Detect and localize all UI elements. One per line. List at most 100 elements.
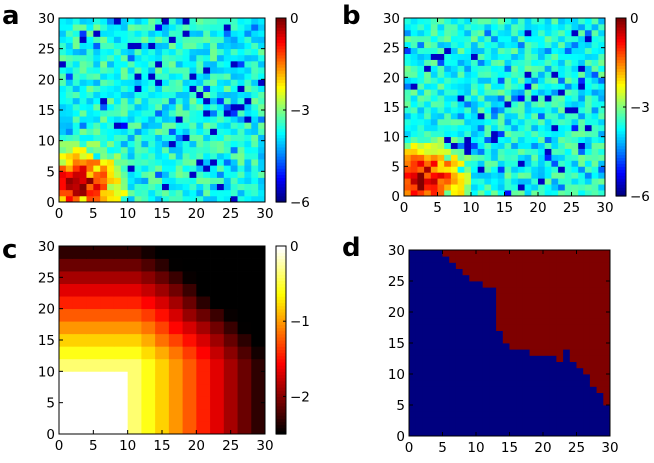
heatmap-cell xyxy=(603,324,611,331)
heatmap-cell xyxy=(449,398,457,406)
heatmap-cell xyxy=(93,171,101,178)
heatmap-cell xyxy=(430,107,438,114)
heatmap-cell xyxy=(435,268,443,276)
y-tick-label: 10 xyxy=(383,130,400,146)
heatmap-cell xyxy=(127,60,135,68)
heatmap-cell xyxy=(538,71,546,78)
heatmap-cell xyxy=(404,190,412,197)
heatmap-cell xyxy=(127,271,142,284)
heatmap-cell xyxy=(404,112,412,120)
heatmap-cell xyxy=(415,330,423,338)
heatmap-cell xyxy=(464,148,472,155)
heatmap-cell xyxy=(516,256,524,263)
colorbar-segment xyxy=(276,113,286,117)
heatmap-cell xyxy=(424,59,432,66)
heatmap-cell xyxy=(497,71,505,78)
heatmap-cell xyxy=(583,423,591,431)
heatmap-cell xyxy=(175,91,183,99)
heatmap-cell xyxy=(450,190,458,197)
heatmap-cell xyxy=(72,110,80,117)
heatmap-cell xyxy=(455,250,463,257)
heatmap-cell xyxy=(576,361,584,369)
heatmap-cell xyxy=(457,160,465,167)
heatmap-cell xyxy=(155,371,170,385)
heatmap-cell xyxy=(141,396,156,410)
heatmap-cell xyxy=(551,142,559,149)
heatmap-cell xyxy=(148,73,156,80)
heatmap-cell xyxy=(424,83,432,90)
heatmap-cell xyxy=(415,349,423,356)
heatmap-cell xyxy=(230,171,238,178)
heatmap-cell xyxy=(72,36,80,43)
colorbar-segment xyxy=(276,264,286,269)
heatmap-cell xyxy=(603,256,611,263)
heatmap-cell xyxy=(410,184,418,191)
heatmap-cell xyxy=(583,318,591,325)
heatmap-cell xyxy=(59,97,67,105)
heatmap-cell xyxy=(223,97,232,105)
heatmap-cell xyxy=(511,190,519,197)
colorbar-segment xyxy=(276,60,286,65)
x-tick-label: 25 xyxy=(222,438,239,454)
heatmap-cell xyxy=(598,184,606,191)
heatmap-cell xyxy=(93,97,101,105)
heatmap-cell xyxy=(189,48,197,56)
heatmap-cell xyxy=(538,53,546,60)
heatmap-cell xyxy=(216,195,225,203)
heatmap-cell xyxy=(415,318,423,325)
heatmap-cell xyxy=(422,349,430,356)
heatmap-cell xyxy=(529,411,537,418)
colorbar-segment xyxy=(276,27,286,31)
heatmap-cell xyxy=(496,386,504,393)
heatmap-cell xyxy=(596,392,604,400)
heatmap-cell xyxy=(455,330,463,338)
heatmap-cell xyxy=(584,53,592,60)
heatmap-cell xyxy=(210,271,225,284)
heatmap-cell xyxy=(93,183,101,191)
heatmap-cell xyxy=(522,256,530,263)
heatmap-cell xyxy=(576,250,584,257)
heatmap-cell xyxy=(544,77,552,84)
heatmap-cell xyxy=(477,35,485,43)
heatmap-cell xyxy=(489,392,497,400)
heatmap-cell xyxy=(210,79,218,86)
heatmap-cell xyxy=(223,159,232,166)
heatmap-cell xyxy=(576,262,584,269)
heatmap-cell xyxy=(72,122,80,129)
heatmap-cell xyxy=(589,411,597,418)
heatmap-cell xyxy=(86,333,101,347)
heatmap-cell xyxy=(504,136,512,143)
heatmap-cell xyxy=(509,336,517,344)
heatmap-cell xyxy=(598,101,606,108)
colorbar-segment xyxy=(276,246,286,250)
heatmap-cell xyxy=(536,256,544,263)
heatmap-cell xyxy=(564,130,572,138)
heatmap-cell xyxy=(237,103,245,111)
heatmap-cell xyxy=(511,29,519,37)
heatmap-cell xyxy=(223,189,232,197)
heatmap-cell xyxy=(476,392,484,400)
heatmap-cell xyxy=(457,83,465,90)
colorbar-segment xyxy=(616,130,626,135)
heatmap-cell xyxy=(538,178,546,185)
heatmap-cell xyxy=(409,361,417,369)
heatmap-cell xyxy=(596,374,604,381)
heatmap-cell xyxy=(415,374,423,381)
heatmap-cell xyxy=(544,160,552,167)
heatmap-cell xyxy=(148,159,156,166)
colorbar-tick-label: −6 xyxy=(290,195,310,211)
heatmap-cell xyxy=(544,59,552,66)
heatmap-cell xyxy=(524,166,532,173)
heatmap-cell xyxy=(484,29,492,37)
heatmap-cell xyxy=(482,318,490,325)
heatmap-cell xyxy=(113,48,122,56)
heatmap-cell xyxy=(529,398,537,406)
heatmap-cell xyxy=(578,160,586,167)
heatmap-cell xyxy=(517,23,525,31)
heatmap-cell xyxy=(496,429,504,437)
heatmap-cell xyxy=(210,116,218,123)
heatmap-cell xyxy=(491,83,499,90)
heatmap-cell xyxy=(444,160,452,167)
colorbar-segment xyxy=(616,127,626,132)
heatmap-cell xyxy=(182,48,190,56)
